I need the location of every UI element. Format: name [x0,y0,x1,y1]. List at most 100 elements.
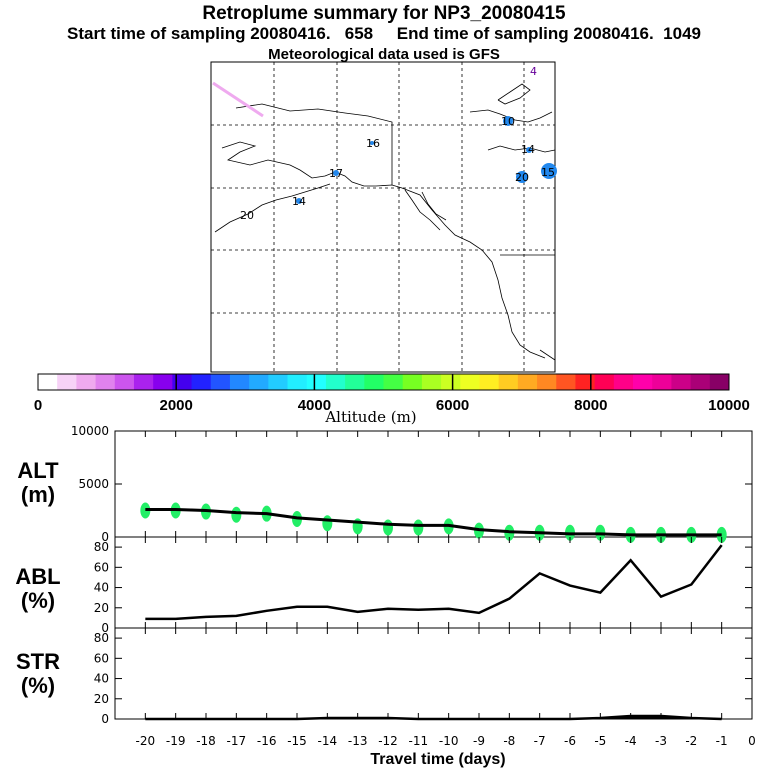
x-tick-label: -5 [594,734,606,748]
x-tick-label: -17 [227,734,247,748]
altitude-marker [231,506,242,523]
met-data-note: Meteorological data used is GFS [268,46,500,63]
colorbar-swatch [345,374,365,390]
colorbar-swatch [325,374,346,390]
colorbar-swatch [575,374,596,390]
y-tick-label: 20 [94,601,109,615]
x-tick-label: -19 [166,734,186,748]
colorbar-tick-label: 8000 [574,397,607,414]
abl-line [145,544,723,621]
x-tick-label: -1 [716,734,728,748]
abl-unit: (%) [21,588,55,613]
colorbar-tick-label: 2000 [160,397,193,414]
trajectory-map: 4 10 16 17 14 20 15 20 14 [210,61,557,373]
y-tick-label: 80 [94,631,109,645]
colorbar-swatch [153,374,173,390]
str-unit: (%) [21,673,55,698]
map-day-labels: 4 10 16 17 14 20 15 20 14 [240,65,555,222]
map-label: 14 [292,195,306,208]
str-line [145,714,722,721]
alt-panel-frame [114,430,753,538]
x-tick-label: -20 [136,734,156,748]
abl-panel-frame [114,536,753,629]
x-tick-label: -18 [196,734,216,748]
colorbar-swatch [709,374,730,390]
colorbar-swatch [498,374,519,390]
x-tick-label: -15 [287,734,307,748]
altitude-marker [413,519,424,536]
alt-label: ALT [17,458,59,483]
y-tick-label: 60 [94,651,109,665]
trajectory-marker [333,170,339,176]
map-grid [211,62,555,372]
sampling-times: Start time of sampling 20080416. 658 End… [66,24,701,43]
x-tick-label: 0 [748,734,756,748]
trajectory-marker [370,141,374,145]
x-tick-label: -13 [348,734,368,748]
colorbar-tick-label: 4000 [298,397,331,414]
colorbar-label: Altitude (m) [324,408,416,426]
y-tick-label: 80 [94,540,109,554]
y-tick-label: 5000 [78,477,109,491]
x-tick-label: -9 [473,734,485,748]
trajectory-marker [541,163,557,179]
y-tick-label: 20 [94,692,109,706]
colorbar-swatch [690,374,711,390]
map-label: 14 [521,143,535,156]
colorbar-swatch [441,374,461,390]
y-tick-label: 40 [94,581,109,595]
colorbar-swatch [191,374,212,390]
x-tick-label: -6 [564,734,576,748]
chart-title: Retroplume summary for NP3_20080415 [202,3,566,24]
colorbar-swatch [421,374,442,390]
map-label: 4 [530,65,537,78]
y-tick-label: 0 [101,621,109,635]
str-label: STR [16,649,60,674]
abl-label: ABL [15,564,60,589]
colorbar-swatch [479,374,500,390]
trajectory-marker [503,116,513,126]
trajectory-marker [526,147,532,153]
altitude-line [145,507,722,537]
map-label: 16 [366,137,380,150]
colorbar-frame [37,373,730,391]
x-tick-label: -11 [409,734,429,748]
coastlines [214,83,556,361]
colorbar-swatch [268,374,289,390]
colorbar-ticks: 0 2000 4000 6000 8000 10000 [34,374,750,414]
colorbar-swatch [114,374,135,390]
x-tick-label: -12 [378,734,398,748]
colorbar-swatch [556,374,576,390]
str-panel-frame [114,627,753,720]
trajectory-segment-high [212,81,264,118]
colorbar-swatch [671,374,692,390]
colorbar-swatch [57,374,77,390]
map-label: 10 [501,115,515,128]
y-tick-label: 0 [101,530,109,544]
x-tick-label: -7 [534,734,546,748]
colorbar-swatch [613,374,634,390]
colorbar-swatch [287,374,308,390]
colorbar-swatch [229,374,250,390]
colorbar-swatch [460,374,480,390]
altitude-marker [322,515,333,532]
colorbar-swatch [249,374,269,390]
colorbar-swatch [210,374,231,390]
colorbar-swatch [38,374,58,390]
colorbar-swatch [172,374,193,390]
colorbar-swatch [537,374,557,390]
x-tick-label: -8 [503,734,515,748]
map-label: 15 [541,166,555,179]
colorbar-swatch [633,374,653,390]
colorbar-swatch [652,374,672,390]
x-tick-label: -14 [318,734,338,748]
colorbar-swatch [402,374,423,390]
y-tick-label: 10000 [71,424,109,438]
trajectory-marker [516,171,528,183]
altitude-marker [383,519,393,536]
trajectory-markers [296,116,557,204]
colorbar-swatch [95,374,116,390]
colorbar-swatch [76,374,97,390]
